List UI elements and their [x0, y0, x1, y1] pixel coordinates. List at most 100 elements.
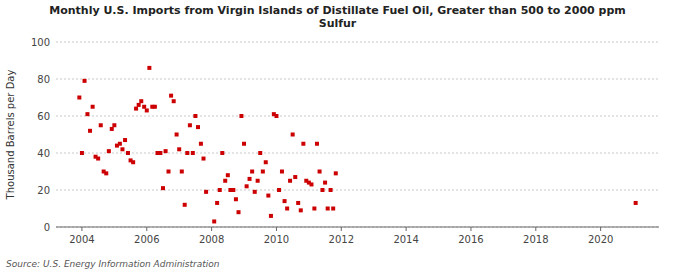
- grid-line: [56, 42, 659, 43]
- point: [153, 105, 157, 109]
- point: [188, 123, 192, 127]
- point: [320, 188, 324, 192]
- point: [315, 142, 319, 146]
- point: [126, 151, 130, 155]
- point: [80, 151, 84, 155]
- point: [323, 181, 327, 185]
- point: [296, 201, 300, 205]
- point: [175, 133, 179, 137]
- point: [193, 114, 197, 118]
- point: [283, 199, 287, 203]
- point: [212, 219, 216, 223]
- x-tick: [470, 227, 471, 231]
- point: [245, 184, 249, 188]
- point: [318, 170, 322, 174]
- x-tick-label: 2008: [199, 234, 224, 245]
- point: [183, 203, 187, 207]
- x-tick: [211, 227, 212, 231]
- chart: Monthly U.S. Imports from Virgin Islands…: [0, 0, 675, 275]
- point: [91, 105, 95, 109]
- x-tick-label: 2010: [264, 234, 289, 245]
- point: [234, 197, 238, 201]
- point: [331, 207, 335, 211]
- x-tick-label: 2020: [588, 234, 613, 245]
- y-grid: [56, 42, 659, 227]
- grid-line: [56, 153, 659, 154]
- point: [253, 190, 257, 194]
- point: [177, 147, 181, 151]
- title-line: Sulfur: [319, 17, 357, 30]
- x-tick: [341, 227, 342, 231]
- x-tick-label: 2012: [329, 234, 354, 245]
- point: [329, 188, 333, 192]
- point: [85, 112, 89, 116]
- points: [77, 66, 637, 224]
- y-tick-label: 0: [44, 222, 50, 233]
- point: [77, 96, 81, 100]
- point: [280, 170, 284, 174]
- page: {"chart_data": { "type": "scatter", "tit…: [0, 0, 675, 275]
- point: [191, 151, 195, 155]
- point: [118, 142, 122, 146]
- point: [204, 190, 208, 194]
- point: [266, 194, 270, 198]
- point: [166, 170, 170, 174]
- y-tick-label: 40: [37, 148, 50, 159]
- x-tick-label: 2004: [69, 234, 94, 245]
- point: [199, 142, 203, 146]
- point: [110, 127, 114, 131]
- x-tick: [600, 227, 601, 231]
- y-axis-label: Thousand Barrels per Day: [5, 70, 16, 201]
- point: [274, 114, 278, 118]
- point: [258, 151, 262, 155]
- point: [237, 210, 241, 214]
- point: [634, 201, 638, 205]
- point: [120, 147, 124, 151]
- title: Monthly U.S. Imports from Virgin Islands…: [49, 4, 626, 30]
- point: [142, 105, 146, 109]
- point: [285, 207, 289, 211]
- point: [248, 177, 252, 181]
- x-tick-label: 2014: [393, 234, 418, 245]
- point: [112, 123, 116, 127]
- point: [264, 160, 268, 164]
- point: [288, 179, 292, 183]
- title-line: Monthly U.S. Imports from Virgin Islands…: [49, 4, 626, 17]
- point: [123, 138, 127, 142]
- point: [293, 175, 297, 179]
- point: [250, 170, 254, 174]
- x-tick-label: 2016: [458, 234, 483, 245]
- point: [180, 170, 184, 174]
- point: [326, 207, 330, 211]
- y-tick-label: 100: [31, 37, 50, 48]
- point: [215, 201, 219, 205]
- x-tick: [276, 227, 277, 231]
- y-tick-label: 80: [37, 74, 50, 85]
- point: [291, 133, 295, 137]
- grid-line: [56, 190, 659, 191]
- point: [161, 186, 165, 190]
- point: [202, 157, 206, 161]
- point: [334, 171, 338, 175]
- x-tick: [146, 227, 147, 231]
- point: [88, 129, 92, 133]
- x-tick: [81, 227, 82, 231]
- source-note: Source: U.S. Energy Information Administ…: [6, 259, 220, 269]
- point: [218, 188, 222, 192]
- point: [299, 208, 303, 212]
- point: [309, 182, 313, 186]
- x-tick: [535, 227, 536, 231]
- point: [164, 149, 168, 153]
- grid-line: [56, 79, 659, 80]
- point: [301, 142, 305, 146]
- point: [139, 99, 143, 103]
- point: [145, 108, 149, 112]
- point: [131, 160, 135, 164]
- x-tick-label: 2018: [523, 234, 548, 245]
- point: [231, 188, 235, 192]
- x-tick: [406, 227, 407, 231]
- point: [312, 207, 316, 211]
- point: [169, 94, 173, 98]
- y-tick-label: 20: [37, 185, 50, 196]
- point: [277, 188, 281, 192]
